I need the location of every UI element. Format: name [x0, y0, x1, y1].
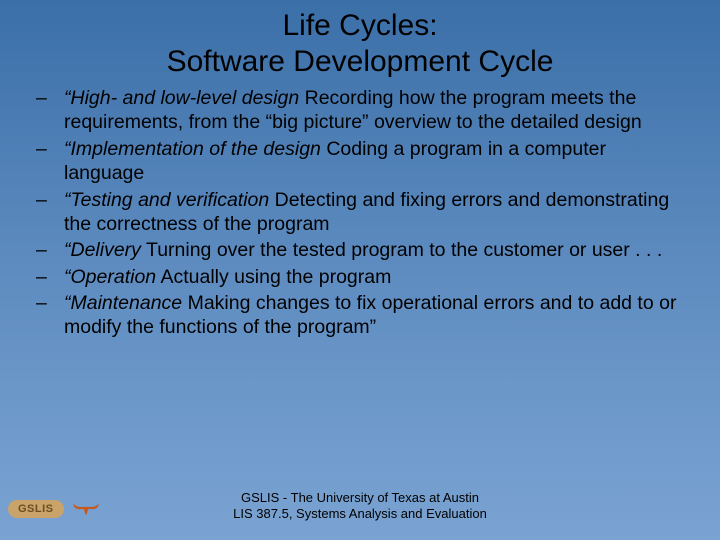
slide-body: – “High- and low-level design Recording …: [0, 80, 720, 340]
bullet-text: “Maintenance Making changes to fix opera…: [64, 291, 690, 340]
title-line1: Life Cycles:: [282, 9, 437, 42]
bullet-em: “High- and low-level design: [64, 87, 299, 109]
bullet-dash: –: [30, 137, 64, 186]
list-item: – “Maintenance Making changes to fix ope…: [30, 291, 690, 340]
bullet-rest: Actually using the program: [156, 266, 391, 288]
slide-footer: GSLIS - The University of Texas at Austi…: [0, 490, 720, 523]
slide-title: Life Cycles: Software Development Cycle: [0, 0, 720, 80]
list-item: – “High- and low-level design Recording …: [30, 86, 690, 135]
list-item: – “Implementation of the design Coding a…: [30, 137, 690, 186]
bullet-dash: –: [30, 188, 64, 237]
bullet-rest: Turning over the tested program to the c…: [141, 239, 662, 261]
bullet-text: “Delivery Turning over the tested progra…: [64, 238, 690, 262]
bullet-text: “Implementation of the design Coding a p…: [64, 137, 690, 186]
bullet-text: “Testing and verification Detecting and …: [64, 188, 690, 237]
bullet-dash: –: [30, 86, 64, 135]
footer-line1: GSLIS - The University of Texas at Austi…: [241, 490, 479, 505]
slide: Life Cycles: Software Development Cycle …: [0, 0, 720, 540]
bullet-text: “High- and low-level design Recording ho…: [64, 86, 690, 135]
title-line2: Software Development Cycle: [167, 45, 554, 78]
bullet-dash: –: [30, 291, 64, 340]
bullet-em: “Operation: [64, 266, 156, 288]
list-item: – “Testing and verification Detecting an…: [30, 188, 690, 237]
bullet-em: “Testing and verification: [64, 189, 269, 211]
bullet-text: “Operation Actually using the program: [64, 265, 690, 289]
footer-line2: LIS 387.5, Systems Analysis and Evaluati…: [233, 506, 487, 521]
bullet-em: “Maintenance: [64, 292, 182, 314]
bullet-em: “Delivery: [64, 239, 141, 261]
bullet-dash: –: [30, 238, 64, 262]
list-item: – “Delivery Turning over the tested prog…: [30, 238, 690, 262]
bullet-em: “Implementation of the design: [64, 138, 321, 160]
bullet-dash: –: [30, 265, 64, 289]
list-item: – “Operation Actually using the program: [30, 265, 690, 289]
